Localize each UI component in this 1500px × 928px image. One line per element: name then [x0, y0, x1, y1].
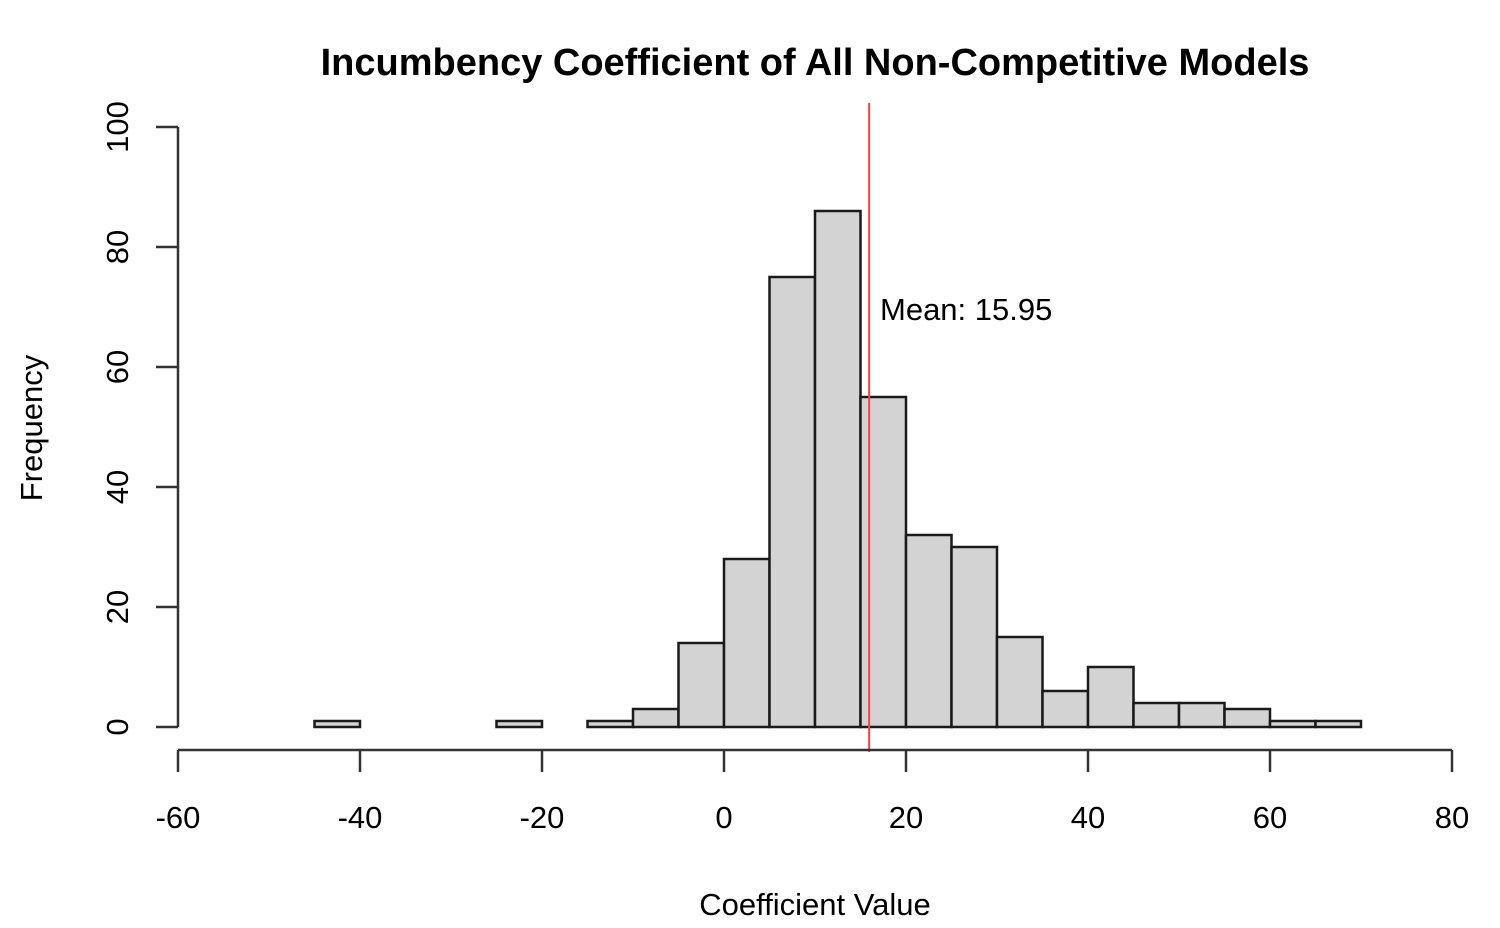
bars-group	[313, 209, 1363, 729]
histogram-bar	[859, 395, 908, 729]
x-tick-label: 80	[1435, 800, 1469, 835]
histogram-bar	[1223, 707, 1272, 729]
histogram-bar	[631, 707, 680, 729]
x-tick-label: -40	[338, 800, 383, 835]
histogram-bar	[768, 275, 817, 729]
y-tick-label: 40	[100, 470, 135, 504]
histogram-bar	[495, 719, 544, 729]
x-tick-label: -20	[520, 800, 565, 835]
y-axis: 0 20 40 60 80 100	[100, 101, 180, 736]
histogram-bar	[313, 719, 362, 729]
y-tick-label: 80	[100, 230, 135, 264]
y-axis-title: Frequency	[14, 354, 49, 501]
x-axis-title: Coefficient Value	[699, 887, 931, 922]
chart-title: Incumbency Coefficient of All Non-Compet…	[321, 42, 1310, 84]
y-tick-label: 60	[100, 350, 135, 384]
histogram-bar	[1041, 689, 1090, 729]
histogram-bar	[677, 641, 726, 729]
histogram-bar	[1177, 701, 1226, 729]
mean-annotation: Mean: 15.95	[880, 292, 1052, 327]
y-tick-label: 0	[100, 718, 135, 735]
x-tick-label: 0	[715, 800, 732, 835]
histogram-bar	[904, 533, 953, 729]
y-tick-label: 100	[100, 101, 135, 153]
y-tick-label: 20	[100, 590, 135, 624]
histogram-bar	[586, 719, 635, 729]
histogram-bar	[813, 209, 862, 729]
x-tick-label: 20	[889, 800, 923, 835]
x-tick-label: 40	[1071, 800, 1105, 835]
histogram-bar	[1086, 665, 1135, 729]
x-axis: -60 -40 -20 0 20 40 60 80	[156, 748, 1469, 835]
histogram-bar	[1268, 719, 1317, 729]
histogram-bar	[1314, 719, 1363, 729]
histogram-bar	[1132, 701, 1181, 729]
x-tick-label: -60	[156, 800, 201, 835]
histogram-bar	[722, 557, 771, 729]
histogram-bar	[950, 545, 999, 729]
histogram-bar	[995, 635, 1044, 729]
x-tick-label: 60	[1253, 800, 1287, 835]
